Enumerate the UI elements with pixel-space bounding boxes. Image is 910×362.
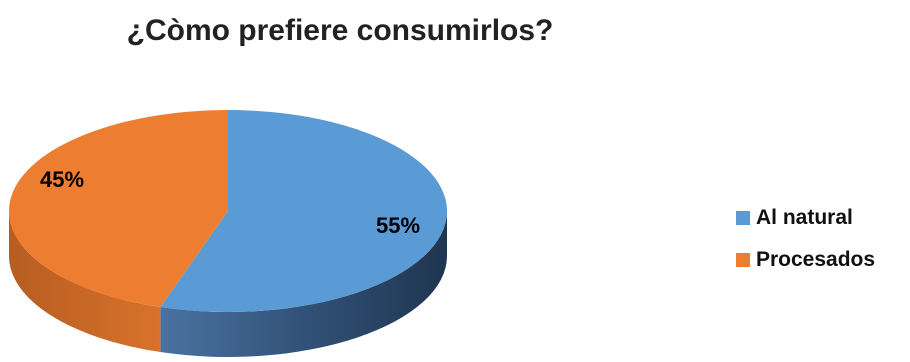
legend-swatch-al-natural: [736, 211, 750, 225]
pie-slice-procesados: [9, 110, 228, 308]
legend-item-procesados: Procesados: [736, 245, 875, 275]
pie-side-procesados: [9, 211, 161, 353]
legend-item-al-natural: Al natural: [736, 203, 875, 233]
data-label-al-natural: 55%: [376, 213, 420, 238]
data-label-procesados: 45%: [40, 167, 84, 192]
pie-slice-al-natural: [160, 110, 448, 312]
legend: Al natural Procesados: [736, 203, 875, 287]
legend-label-al-natural: Al natural: [756, 206, 853, 229]
legend-swatch-procesados: [736, 253, 750, 267]
pie-side-al-natural: [160, 211, 448, 357]
chart-title: ¿Còmo prefiere consumirlos?: [126, 14, 554, 47]
legend-label-procesados: Procesados: [756, 248, 876, 271]
